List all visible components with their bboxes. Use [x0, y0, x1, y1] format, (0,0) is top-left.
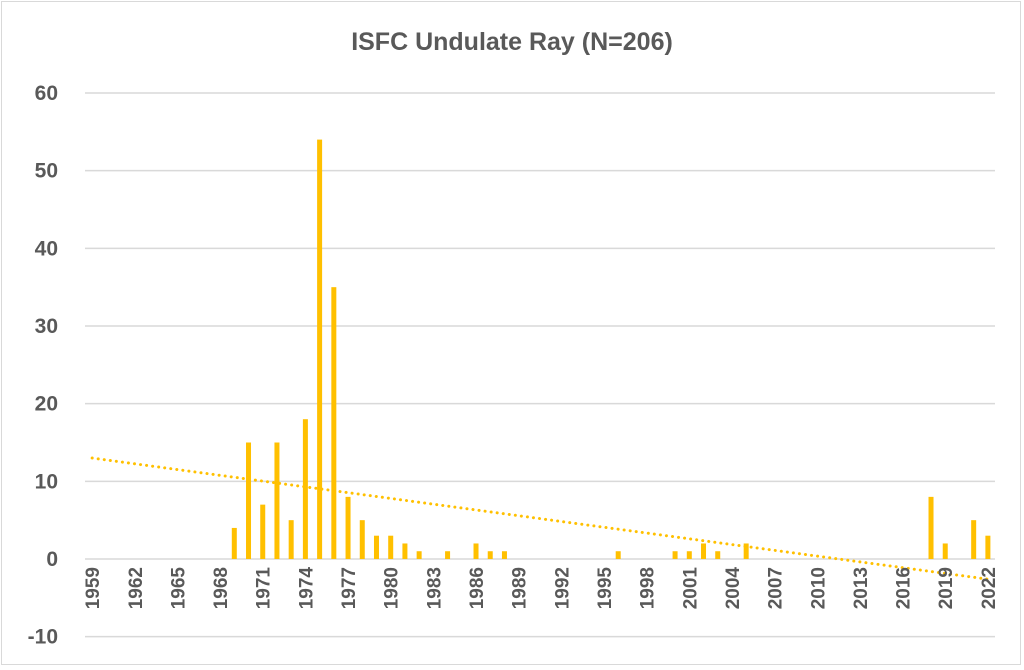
x-tick-label: 1986 [467, 567, 488, 609]
x-tick-label: 2010 [808, 567, 829, 609]
bar-1981 [402, 543, 408, 559]
bar-2003 [715, 551, 721, 559]
x-tick-label: 2022 [979, 567, 1000, 609]
bar-1970 [246, 442, 252, 559]
y-tick-label: 30 [35, 315, 58, 338]
y-axis-ticks: -10 0 10 20 30 40 50 60 [28, 82, 58, 649]
bar-1982 [416, 551, 422, 559]
x-axis-ticks: 1959 1962 1965 1968 1971 1974 1977 1980 1983 1986… [83, 567, 1000, 610]
bar-1971 [260, 504, 266, 559]
bar-2018 [928, 496, 934, 559]
bar-1978 [359, 520, 365, 559]
bar-1973 [288, 520, 294, 559]
bar-2005 [743, 543, 749, 559]
gridlines [85, 92, 995, 638]
y-tick-label: 0 [46, 548, 58, 571]
x-tick-label: 1974 [296, 567, 317, 610]
trendline-linear [90, 456, 990, 581]
x-tick-label: 1992 [552, 567, 573, 609]
y-tick-label: 20 [35, 393, 58, 416]
x-tick-label: 1977 [339, 567, 360, 609]
bars [231, 139, 991, 559]
x-tick-label: 1983 [424, 567, 445, 609]
bar-2002 [701, 543, 707, 559]
x-tick-label: 1995 [595, 567, 616, 610]
bar-1979 [373, 535, 379, 559]
bar-2000 [672, 551, 678, 559]
x-tick-label: 2016 [894, 567, 915, 609]
x-tick-label: 2007 [766, 567, 787, 609]
bar-1988 [501, 551, 507, 559]
y-tick-label: -10 [28, 626, 58, 649]
y-tick-label: 10 [35, 470, 58, 493]
x-tick-label: 1962 [126, 567, 147, 609]
bar-1986 [473, 543, 479, 559]
x-tick-label: 1971 [254, 567, 275, 610]
x-tick-label: 1989 [510, 567, 531, 609]
x-tick-label: 1968 [211, 567, 232, 609]
bar-2021 [971, 520, 977, 559]
bar-1976 [331, 287, 337, 559]
bar-1996 [615, 551, 621, 559]
chart-title: ISFC Undulate Ray (N=206) [351, 28, 673, 56]
x-tick-label: 2019 [936, 567, 957, 609]
x-tick-label: 1980 [382, 567, 403, 609]
x-tick-label: 1998 [638, 567, 659, 609]
x-tick-label: 1965 [168, 567, 189, 610]
bar-1987 [487, 551, 493, 559]
bar-1984 [445, 551, 451, 559]
y-tick-label: 60 [35, 82, 58, 105]
bar-2001 [686, 551, 692, 559]
bar-1980 [388, 535, 394, 559]
bar-2019 [942, 543, 948, 559]
bar-2022 [985, 535, 991, 559]
bar-1975 [317, 139, 323, 559]
x-tick-label: 2001 [680, 567, 701, 610]
bar-1974 [302, 419, 308, 559]
bar-1977 [345, 496, 351, 559]
bar-1969 [231, 527, 237, 559]
x-tick-label: 2013 [851, 567, 872, 609]
x-tick-label: 1959 [83, 567, 104, 609]
y-tick-label: 50 [35, 160, 58, 183]
y-tick-label: 40 [35, 237, 58, 260]
x-tick-label: 2004 [723, 567, 744, 610]
bar-1972 [274, 442, 280, 559]
trendline [90, 456, 990, 581]
